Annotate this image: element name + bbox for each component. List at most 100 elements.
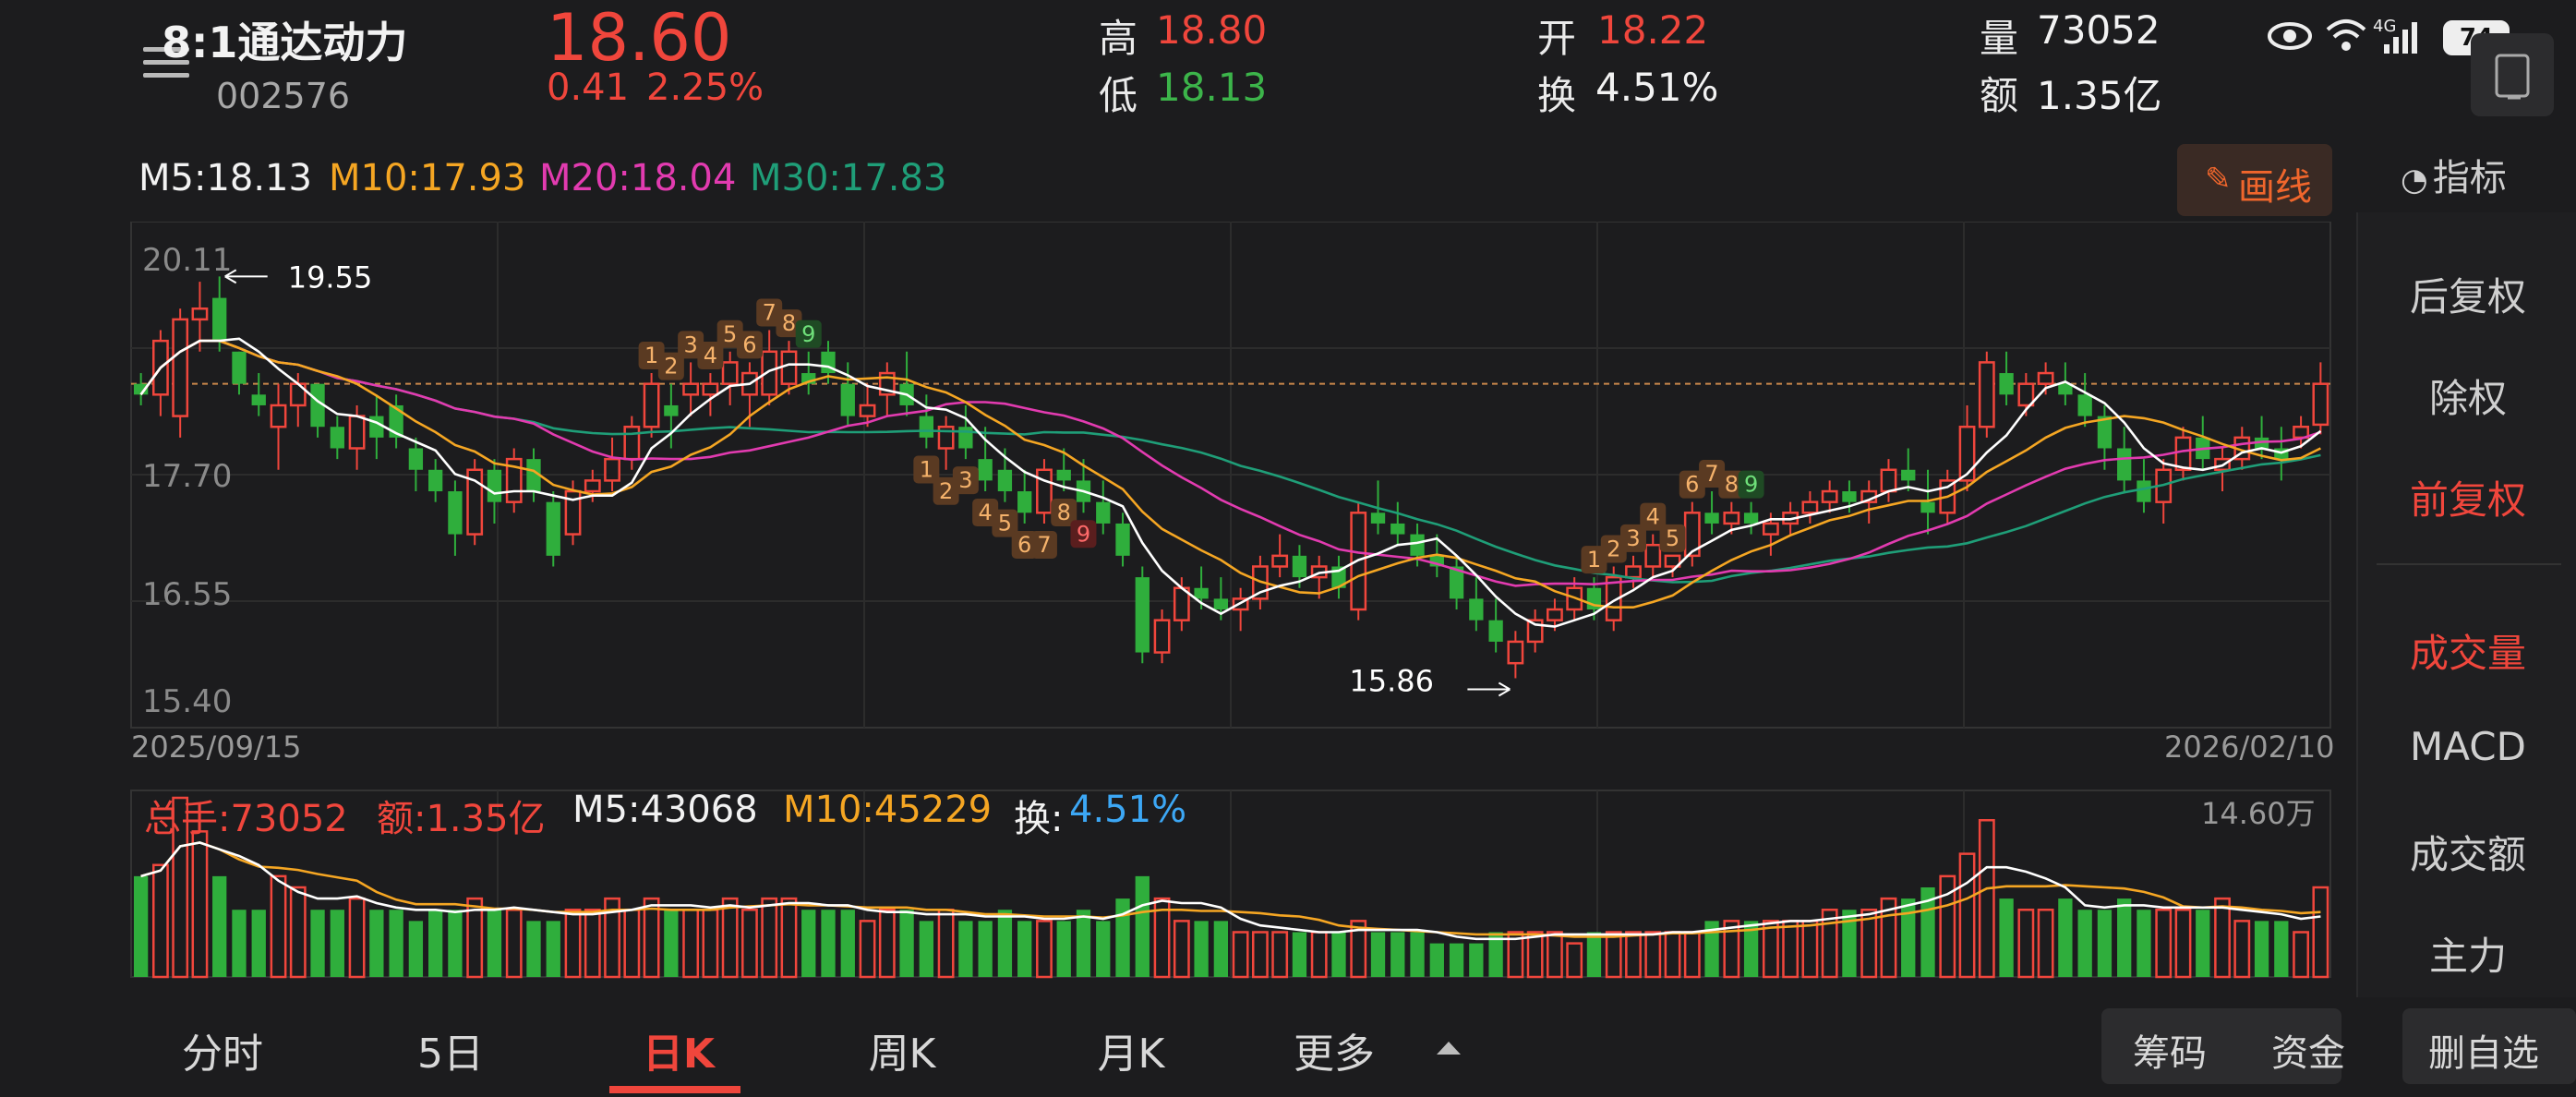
countdown-badge bbox=[1718, 470, 1745, 499]
candle-body bbox=[526, 459, 541, 492]
countdown-badge bbox=[1600, 535, 1627, 563]
volume-bar bbox=[1704, 921, 1719, 977]
candle-body bbox=[801, 373, 816, 384]
volume-bar bbox=[448, 910, 463, 977]
volume-bar bbox=[997, 910, 1013, 977]
draw-line-label: 画线 bbox=[2238, 166, 2312, 209]
funds-button[interactable]: 资金 bbox=[2271, 1032, 2345, 1075]
candle-body bbox=[1842, 491, 1857, 502]
volume-bar bbox=[1292, 932, 1307, 977]
volume-bar bbox=[821, 910, 836, 977]
tab-monthly-k[interactable]: 月K bbox=[1097, 1031, 1165, 1078]
candle-body bbox=[2077, 394, 2092, 416]
gauge-icon: ◔ bbox=[2401, 162, 2428, 199]
amount-label: 额 bbox=[1980, 73, 2019, 118]
candle-body bbox=[1801, 500, 1819, 514]
active-tab-underline bbox=[609, 1086, 740, 1093]
high-label: 高 bbox=[1099, 16, 1138, 61]
countdown-badge bbox=[1051, 499, 1077, 527]
side-macd[interactable]: MACD bbox=[2410, 724, 2526, 769]
volume-bar bbox=[1644, 931, 1662, 979]
side-volume[interactable]: 成交量 bbox=[2409, 631, 2526, 676]
candle-body bbox=[251, 394, 266, 405]
candle-body bbox=[1449, 566, 1464, 599]
countdown-label: 4 bbox=[979, 500, 993, 525]
volume-bar bbox=[2037, 909, 2054, 979]
volume-bar bbox=[1390, 932, 1405, 977]
tab-weekly-k[interactable]: 周K bbox=[868, 1031, 936, 1078]
volume-bar bbox=[2233, 920, 2251, 979]
menu-icon[interactable] bbox=[143, 39, 189, 86]
stock-code: 002576 bbox=[216, 76, 351, 116]
candle-body bbox=[1821, 489, 1838, 503]
volume-bar bbox=[859, 920, 876, 979]
candle-body bbox=[487, 469, 502, 502]
ma5-line bbox=[139, 337, 2322, 628]
candle-body bbox=[232, 351, 247, 384]
open-label: 开 bbox=[1537, 16, 1577, 61]
volume-bar bbox=[623, 909, 641, 979]
countdown-badge bbox=[795, 319, 822, 348]
rotate-screen-button[interactable] bbox=[2471, 33, 2554, 116]
indicator-button[interactable]: ◔ 指标 bbox=[2401, 148, 2507, 203]
side-post-adjust[interactable]: 后复权 bbox=[2409, 274, 2526, 319]
countdown-label: 9 bbox=[801, 321, 815, 347]
candle-body bbox=[2117, 448, 2132, 481]
countdown-label: 9 bbox=[1077, 521, 1090, 547]
volume-bar bbox=[212, 875, 227, 977]
countdown-label: 7 bbox=[1037, 532, 1051, 558]
tab-intraday[interactable]: 分时 bbox=[182, 1031, 263, 1078]
candle-body bbox=[408, 448, 424, 470]
volume-max-label: 14.60万 bbox=[2201, 796, 2316, 831]
volume-bar bbox=[1958, 852, 1976, 979]
volume-bar bbox=[919, 921, 934, 977]
date-end-label: 2026/02/10 bbox=[2164, 729, 2335, 765]
side-ex-rights[interactable]: 除权 bbox=[2428, 376, 2507, 421]
volume-bar bbox=[1566, 942, 1583, 979]
candle-body bbox=[2312, 382, 2329, 427]
volume-bar bbox=[1194, 921, 1209, 977]
volume-bar bbox=[664, 910, 679, 977]
caret-up-icon[interactable] bbox=[1435, 1038, 1463, 1060]
candle-body bbox=[1958, 425, 1976, 482]
side-turnover-amount[interactable]: 成交额 bbox=[2409, 832, 2526, 877]
draw-line-button[interactable]: ✎ 画线 bbox=[2177, 144, 2332, 216]
candle-body bbox=[389, 404, 403, 438]
volume-bar bbox=[2174, 909, 2192, 979]
candle-body bbox=[761, 350, 778, 396]
volume-m10: M10:45229 bbox=[783, 789, 993, 831]
volume-bar bbox=[1664, 931, 1681, 979]
candle-body bbox=[369, 416, 384, 438]
side-main-force[interactable]: 主力 bbox=[2428, 934, 2507, 979]
countdown-badge bbox=[1619, 524, 1646, 552]
eye-icon bbox=[2268, 20, 2312, 55]
side-pre-adjust[interactable]: 前复权 bbox=[2409, 477, 2526, 523]
volume-bar bbox=[487, 910, 502, 977]
remove-watch-button[interactable]: 删自选 bbox=[2428, 1032, 2539, 1075]
tab-daily-k[interactable]: 日K bbox=[642, 1031, 716, 1078]
volume-bar bbox=[840, 910, 855, 977]
volume-bar bbox=[1978, 819, 1995, 979]
volume-bar bbox=[1860, 909, 1878, 979]
ma5-label: M5:18.13 bbox=[138, 157, 312, 199]
tab-5day[interactable]: 5日 bbox=[417, 1031, 484, 1078]
low-label: 低 bbox=[1099, 73, 1138, 118]
volume-turnover-label: 换: bbox=[1014, 798, 1064, 840]
candle-body bbox=[1644, 543, 1662, 568]
countdown-label: 3 bbox=[958, 467, 972, 493]
countdown-label: 5 bbox=[998, 511, 1012, 536]
candle-body bbox=[546, 501, 560, 556]
side-panel: 后复权 除权 前复权 成交量 MACD 成交额 主力 bbox=[2356, 212, 2576, 997]
min-marker-arrowhead bbox=[1498, 681, 1511, 697]
tab-more[interactable]: 更多 bbox=[1294, 1031, 1375, 1078]
candle-body bbox=[2174, 436, 2192, 472]
candle-body bbox=[1664, 554, 1681, 568]
volume-bar bbox=[2214, 897, 2231, 979]
date-start-label: 2025/09/15 bbox=[131, 729, 302, 765]
volume-bar bbox=[1096, 921, 1111, 977]
candle-body bbox=[1488, 620, 1503, 642]
countdown-badge bbox=[736, 331, 763, 359]
countdown-label: 5 bbox=[723, 321, 737, 347]
chips-button[interactable]: 筹码 bbox=[2133, 1032, 2207, 1075]
